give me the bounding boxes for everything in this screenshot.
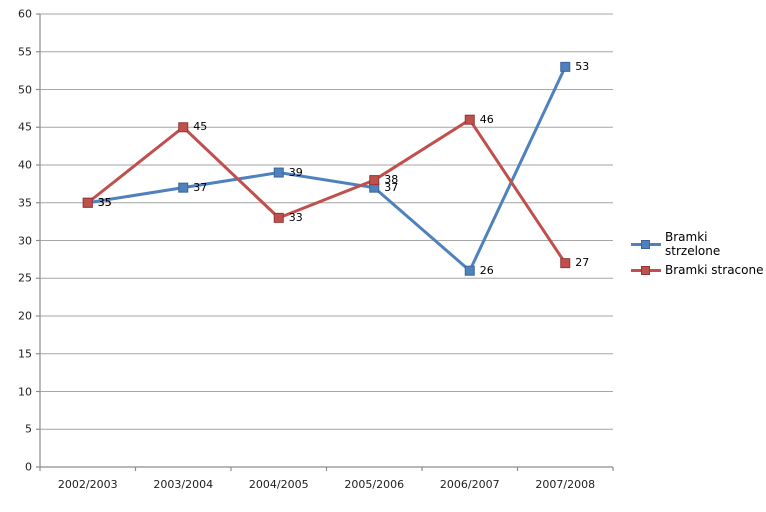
data-label-series-0: 37 [193, 180, 208, 194]
legend-square-icon [641, 265, 650, 275]
x-axis-tick-label: 2002/2003 [57, 478, 118, 491]
data-label-series-1: 38 [384, 173, 399, 187]
data-point-marker-icon [178, 122, 189, 133]
y-axis-tick-label: 0 [25, 460, 32, 474]
y-axis-tick-label: 10 [18, 385, 32, 398]
data-point-marker-icon [464, 265, 475, 276]
x-axis-tick-label: 2007/2008 [535, 478, 596, 491]
y-axis-tick-label: 25 [18, 271, 32, 285]
data-label-series-0: 53 [575, 59, 590, 73]
y-axis-tick-label: 5 [25, 422, 32, 436]
x-axis-tick-label: 2005/2006 [344, 478, 405, 491]
data-label-series-0: 37 [384, 180, 399, 194]
data-label-series-1: 33 [288, 210, 303, 224]
data-point-marker-icon [369, 175, 380, 186]
legend-square-icon [641, 239, 650, 249]
data-label-series-1: 27 [575, 256, 590, 270]
data-label-series-1: 45 [193, 120, 208, 134]
legend-item-bramki-strzelone: Bramki strzelone [631, 230, 766, 258]
data-label-series-1: 35 [97, 195, 112, 209]
data-point-marker-icon [82, 197, 93, 208]
y-axis-tick-label: 60 [18, 7, 32, 21]
x-axis-tick-label: 2004/2005 [248, 478, 309, 491]
data-label-series-0: 26 [479, 263, 494, 277]
data-point-marker-icon [560, 61, 571, 72]
data-label-series-1: 46 [479, 112, 494, 126]
x-axis-tick-label: 2003/2004 [153, 478, 214, 491]
data-label-series-0: 35 [97, 195, 112, 209]
legend-line-marker-icon [631, 239, 661, 249]
y-axis-tick-label: 20 [18, 309, 32, 323]
legend-label: Bramki stracone [665, 263, 764, 277]
legend-line-marker-icon [631, 265, 661, 275]
data-point-marker-icon [273, 212, 284, 223]
data-point-marker-icon [464, 114, 475, 125]
legend-item-bramki-stracone: Bramki stracone [631, 262, 766, 278]
series-line-1 [86, 117, 567, 264]
y-axis-tick-label: 55 [18, 45, 32, 59]
x-axis-tick-label: 2006/2007 [439, 478, 500, 491]
y-axis-tick-label: 40 [18, 158, 32, 172]
y-axis-tick-label: 45 [18, 120, 32, 134]
data-point-marker-icon [560, 258, 571, 269]
data-point-marker-icon [273, 167, 284, 178]
y-axis-tick-label: 35 [18, 196, 32, 210]
series-line-0 [87, 66, 567, 274]
legend-label: Bramki strzelone [665, 230, 721, 258]
y-axis-tick-label: 30 [18, 234, 32, 247]
data-label-series-0: 39 [288, 165, 303, 179]
y-axis-tick-label: 50 [18, 83, 32, 96]
legend: Bramki strzelone Bramki stracone [631, 230, 766, 278]
y-axis-tick-label: 15 [18, 347, 32, 361]
data-point-marker-icon [178, 182, 189, 193]
